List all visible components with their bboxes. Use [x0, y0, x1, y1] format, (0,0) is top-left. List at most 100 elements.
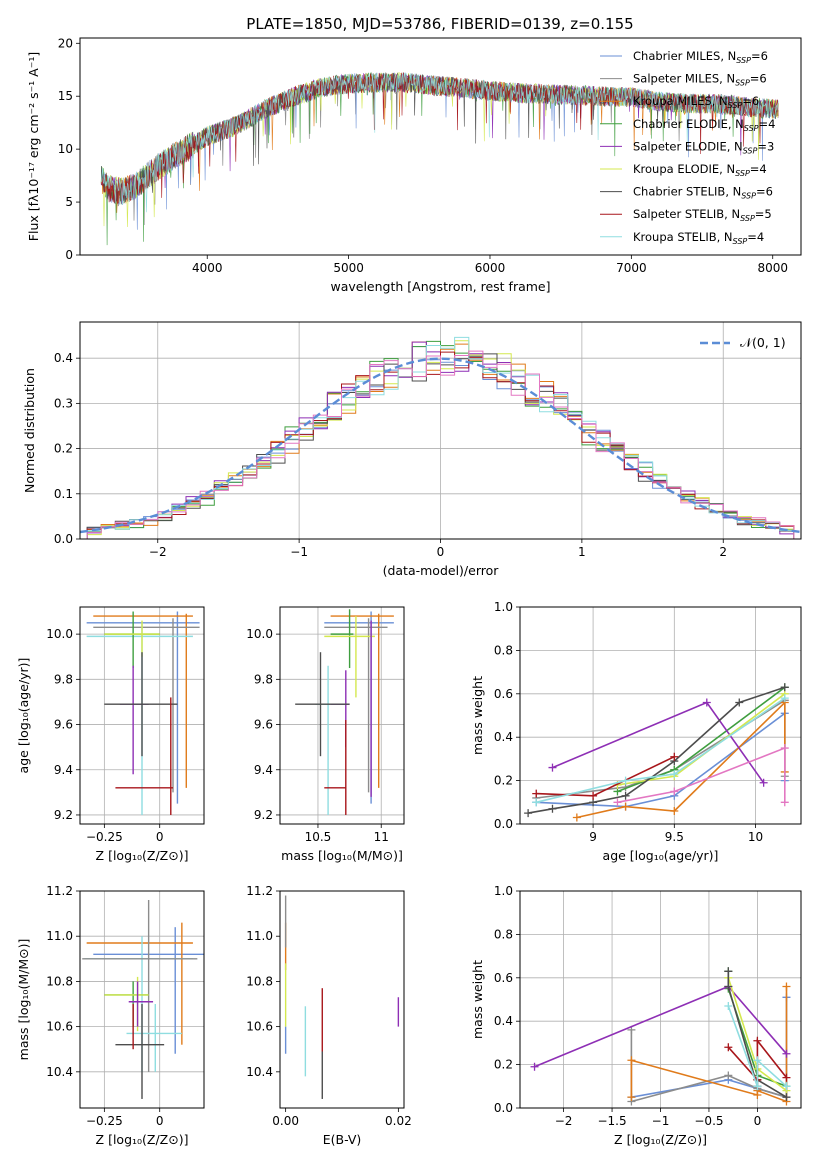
weight-vs-age-marker [670, 806, 679, 815]
spectrum-legend-label: Salpeter MILES, NSSP=6 [633, 72, 767, 88]
weight-vs-age-marker [670, 770, 679, 779]
mass-vs-Z-frame [79, 890, 205, 1109]
weight-vs-age-marker [780, 694, 789, 703]
residuals-ytick-label: 0.0 [54, 532, 73, 546]
weight-vs-age-marker [759, 778, 768, 787]
weight-vs-Z-xtick-label: −0.5 [694, 1114, 723, 1128]
weight-vs-Z-marker [530, 1062, 539, 1071]
spectrum-line-kroupa-stelib [100, 72, 779, 213]
residuals-ytick-label: 0.1 [54, 487, 73, 501]
weight-vs-Z-ytick-label: 0.4 [494, 1014, 513, 1028]
residuals-ytick-label: 0.4 [54, 351, 73, 365]
weight-vs-age-series-line [617, 746, 786, 804]
spectrum-legend-label: Chabrier STELIB, NSSP=6 [633, 185, 773, 201]
weight-vs-age-marker [524, 809, 533, 818]
mass-vs-ebv-ytick-label: 11.0 [246, 929, 273, 943]
age-vs-mass-frame [279, 606, 405, 825]
weight-vs-age-ytick-label: 1.0 [494, 600, 513, 614]
mass-vs-ebv-xtick-label: 0.02 [385, 1114, 412, 1128]
spectrum-ytick-label: 20 [58, 36, 73, 50]
weight-vs-Z-chart: −2 −1.5 −1 −0.5 0 0.0 0.2 0.4 0.6 0.8 1.0 Z [log₁₀(… [470, 884, 802, 1147]
age-vs-Z-ytick-label: 9.6 [54, 718, 73, 732]
weight-vs-age-ytick-label: 0.4 [494, 730, 513, 744]
mass-vs-Z-xtick-label: −0.25 [86, 1114, 123, 1128]
mass-vs-ebv-ytick-label: 11.2 [246, 884, 273, 898]
weight-vs-age-marker [702, 698, 711, 707]
spectrum-ytick-label: 5 [65, 195, 73, 209]
spectrum-frame [79, 37, 802, 256]
weight-vs-age-marker [670, 752, 679, 761]
weight-vs-Z-xtick-label: −1 [652, 1114, 670, 1128]
weight-vs-Z-frame [519, 890, 802, 1109]
age-vs-Z-ytick-label: 10.0 [46, 627, 73, 641]
weight-vs-age-marker [735, 698, 744, 707]
weight-vs-age-marker [532, 798, 541, 807]
age-vs-Z-ylabel: age [log₁₀(age/yr)] [16, 658, 31, 774]
residuals-xtick-label: 0 [437, 545, 445, 559]
mass-vs-ebv-chart: 0.00 0.02 10.4 10.6 10.8 11.0 11.2 E(B-V) [246, 884, 411, 1147]
mass-vs-Z-ytick-label: 10.6 [46, 1020, 73, 1034]
weight-vs-Z-series [530, 967, 791, 1106]
age-vs-Z-xlabel: Z [log₁₀(Z/Z⊙)] [96, 848, 189, 863]
weight-vs-Z-marker [753, 1082, 762, 1091]
mass-vs-ebv-points [284, 895, 400, 1099]
residuals-xtick-label: −1 [290, 545, 308, 559]
residuals-ytick-label: 0.3 [54, 396, 73, 410]
age-vs-mass-ytick-label: 9.4 [254, 763, 273, 777]
weight-vs-Z-series-line [727, 1005, 788, 1087]
weight-vs-Z-ytick-label: 0.6 [494, 971, 513, 985]
age-vs-Z-chart: −0.25 0 9.2 9.4 9.6 9.8 10.0 Z [log₁₀(Z/Z⊙)] age… [16, 606, 205, 863]
residuals-xlabel: (data-model)/error [383, 563, 500, 578]
weight-vs-age-marker [548, 763, 557, 772]
age-vs-mass-points [295, 609, 394, 815]
age-vs-Z-ytick-label: 9.4 [54, 763, 73, 777]
age-vs-Z-xtick-label: −0.25 [86, 830, 123, 844]
mass-vs-ebv-ytick-label: 10.8 [246, 974, 273, 988]
weight-vs-age-frame [519, 606, 802, 825]
weight-vs-Z-marker [724, 967, 733, 976]
spectrum-chart: 4000 5000 6000 7000 8000 0 5 10 15 20 wavelength [… [26, 36, 802, 294]
weight-vs-Z-xtick-label: −2 [555, 1114, 573, 1128]
spectrum-legend: Chabrier MILES, NSSP=6 Salpeter MILES, NS… [600, 49, 775, 246]
spectrum-xtick-label: 5000 [333, 261, 364, 275]
weight-vs-Z-marker [724, 1071, 733, 1080]
weight-vs-age-marker [780, 683, 789, 692]
spectrum-legend-label: Kroupa STELIB, NSSP=4 [633, 230, 764, 246]
age-vs-mass-xlabel: mass [log₁₀(M/M⊙)] [281, 848, 403, 863]
spectrum-lines [100, 71, 779, 246]
weight-vs-age-xtick-label: 9.5 [665, 830, 684, 844]
age-vs-mass-chart: 10.5 11 9.2 9.4 9.6 9.8 10.0 mass [log₁₀(M/M⊙)] [246, 606, 405, 863]
mass-vs-Z-ytick-label: 11.2 [46, 884, 73, 898]
weight-vs-age-ytick-label: 0.2 [494, 774, 513, 788]
figure-title: PLATE=1850, MJD=53786, FIBERID=0139, z=0… [246, 15, 633, 33]
spectrum-xtick-label: 6000 [475, 261, 506, 275]
weight-vs-age-marker [621, 776, 630, 785]
mass-vs-Z-ytick-label: 10.8 [46, 974, 73, 988]
weight-vs-age-marker [572, 813, 581, 822]
weight-vs-age-series [524, 683, 789, 822]
age-vs-Z-points [86, 611, 200, 815]
spectrum-legend-label: Chabrier MILES, NSSP=6 [633, 49, 768, 65]
weight-vs-age-marker [780, 744, 789, 753]
age-vs-Z-frame [79, 606, 205, 825]
weight-vs-Z-ylabel: mass weight [470, 960, 485, 1039]
mass-vs-Z-xtick-label: 0 [156, 1114, 164, 1128]
weight-vs-Z-marker [753, 1036, 762, 1045]
weight-vs-Z-xlabel: Z [log₁₀(Z/Z⊙)] [614, 1132, 707, 1147]
residuals-xtick-label: −2 [149, 545, 167, 559]
mass-vs-Z-chart: −0.25 0 10.4 10.6 10.8 11.0 11.2 Z [log₁₀(Z/Z⊙)… [16, 884, 205, 1147]
mass-vs-Z-ytick-label: 10.4 [46, 1065, 73, 1079]
spectrum-ytick-label: 15 [58, 89, 73, 103]
spectrum-ytick-label: 10 [58, 142, 73, 156]
age-vs-Z-ytick-label: 9.8 [54, 672, 73, 686]
spectrum-legend-label: Salpeter ELODIE, NSSP=3 [633, 139, 774, 155]
weight-vs-Z-marker [627, 1056, 636, 1065]
residuals-chart: −2 −1 0 1 2 0.0 0.1 0.2 0.3 0.4 (data-model)/error… [22, 321, 802, 578]
age-vs-Z-ytick-label: 9.2 [54, 808, 73, 822]
residuals-histograms [80, 336, 801, 539]
weight-vs-age-ytick-label: 0.0 [494, 817, 513, 831]
spectrum-ytick-label: 0 [65, 248, 73, 262]
age-vs-mass-ytick-label: 9.8 [254, 672, 273, 686]
mass-vs-ebv-xlabel: E(B-V) [323, 1132, 362, 1147]
weight-vs-age-series-line [536, 697, 786, 804]
